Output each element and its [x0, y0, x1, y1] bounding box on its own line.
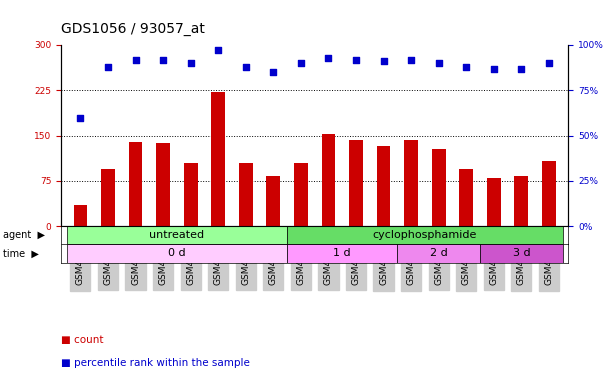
Point: [158, 57, 168, 63]
Point: [434, 60, 444, 66]
Point: [76, 114, 86, 120]
Point: [516, 66, 526, 72]
Bar: [184, 163, 197, 226]
Text: 1 d: 1 d: [334, 249, 351, 258]
Bar: [459, 169, 473, 226]
Point: [296, 60, 306, 66]
Text: 2 d: 2 d: [430, 249, 448, 258]
Bar: [129, 142, 142, 226]
Point: [489, 66, 499, 72]
Point: [103, 64, 113, 70]
Bar: [487, 178, 500, 226]
Text: GDS1056 / 93057_at: GDS1056 / 93057_at: [61, 22, 205, 36]
Bar: [73, 205, 87, 226]
Text: 3 d: 3 d: [513, 249, 530, 258]
Point: [241, 64, 251, 70]
Bar: [266, 176, 280, 226]
Point: [213, 48, 223, 54]
Point: [324, 55, 334, 61]
Point: [461, 64, 471, 70]
Bar: [287, 244, 397, 262]
Bar: [542, 161, 556, 226]
Bar: [349, 141, 363, 226]
Text: cyclophosphamide: cyclophosphamide: [373, 230, 477, 240]
Point: [186, 60, 196, 66]
Bar: [67, 244, 287, 262]
Bar: [397, 244, 480, 262]
Text: agent  ▶: agent ▶: [3, 230, 45, 240]
Bar: [321, 134, 335, 226]
Text: ■ percentile rank within the sample: ■ percentile rank within the sample: [61, 358, 250, 368]
Point: [131, 57, 141, 63]
Text: 0 d: 0 d: [168, 249, 186, 258]
Bar: [101, 169, 115, 226]
Bar: [239, 163, 253, 226]
Point: [351, 57, 361, 63]
Point: [544, 60, 554, 66]
Point: [379, 58, 389, 64]
Bar: [156, 143, 170, 226]
Text: time  ▶: time ▶: [3, 249, 39, 258]
Point: [406, 57, 416, 63]
Bar: [287, 226, 563, 245]
Bar: [294, 163, 308, 226]
Bar: [480, 244, 563, 262]
Bar: [376, 146, 390, 226]
Bar: [404, 141, 418, 226]
Bar: [67, 226, 287, 245]
Bar: [211, 92, 225, 226]
Text: ■ count: ■ count: [61, 335, 104, 345]
Text: untreated: untreated: [149, 230, 205, 240]
Bar: [432, 149, 445, 226]
Point: [268, 69, 278, 75]
Bar: [514, 176, 529, 226]
